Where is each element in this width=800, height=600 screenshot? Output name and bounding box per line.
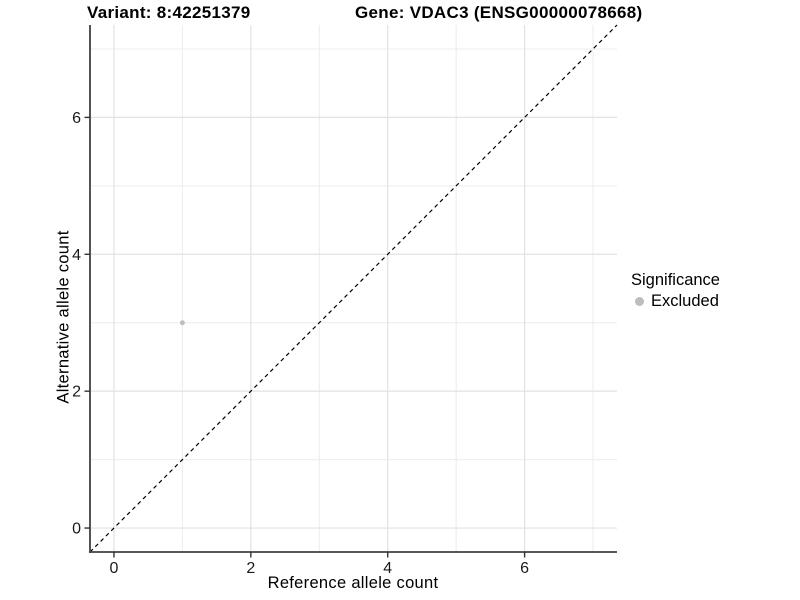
- y-tick-label: 6: [72, 110, 81, 127]
- x-tick-label: 0: [110, 560, 119, 577]
- y-tick-label: 0: [72, 521, 81, 538]
- plot-title-gene: Gene: VDAC3 (ENSG00000078668): [355, 3, 643, 22]
- y-axis-title: Alternative allele count: [54, 230, 73, 404]
- plot-title-variant: Variant: 8:42251379: [87, 3, 251, 22]
- y-tick-label: 4: [72, 247, 81, 264]
- x-axis-title: Reference allele count: [267, 574, 439, 592]
- legend: Significance Excluded: [631, 271, 720, 311]
- legend-item-label: Excluded: [651, 292, 719, 310]
- y-tick-label: 2: [72, 384, 81, 401]
- legend-item-excluded: Excluded: [631, 292, 720, 311]
- x-tick-label: 2: [246, 560, 255, 577]
- legend-key-dot: [635, 297, 644, 306]
- x-tick-label: 6: [520, 560, 529, 577]
- x-tick-label: 4: [383, 560, 392, 577]
- legend-title: Significance: [631, 271, 720, 289]
- identity-line: [89, 24, 618, 553]
- data-point: [179, 320, 185, 326]
